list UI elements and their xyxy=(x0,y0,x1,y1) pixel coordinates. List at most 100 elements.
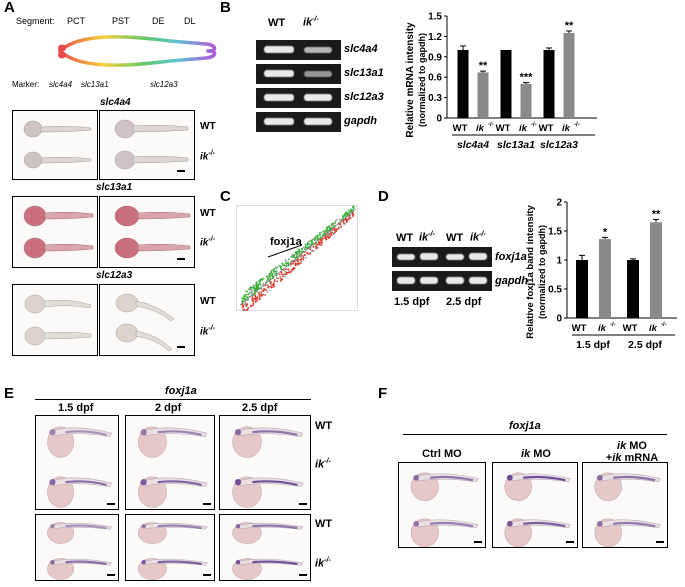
scatter-point xyxy=(266,279,269,282)
label-ik: ik-/- xyxy=(200,325,215,338)
chart-d-bar xyxy=(627,260,639,318)
scatter-point xyxy=(309,246,312,249)
ish-image xyxy=(12,284,98,356)
gel-header-wt: WT xyxy=(446,232,464,244)
scatter-point xyxy=(351,209,354,211)
gel-band-image xyxy=(256,40,341,60)
scatter-point xyxy=(317,243,319,246)
chart-d-significance: * xyxy=(603,226,608,238)
scatter-point xyxy=(269,274,271,276)
scatter-point xyxy=(241,305,244,308)
scale-bar xyxy=(107,574,115,576)
gel-band-image xyxy=(256,64,341,84)
chart-b-ytick-label: 0 xyxy=(436,114,442,125)
scatter-point xyxy=(262,282,265,285)
scatter-point xyxy=(258,298,261,301)
scatter-point xyxy=(292,256,294,259)
ish-image xyxy=(582,462,668,548)
chart-d-ytick-label: 1.5 xyxy=(548,227,562,238)
scatter-point xyxy=(301,250,304,253)
scatter-point xyxy=(330,234,333,236)
segment-label: Segment: xyxy=(16,16,55,26)
scatter-point xyxy=(294,263,297,266)
scatter-point xyxy=(251,298,253,301)
chart-d-ytick-label: 0 xyxy=(556,314,562,325)
scatter-point xyxy=(278,273,281,276)
scatter-point xyxy=(351,213,354,215)
chart-d-bar-label: ik xyxy=(649,323,658,334)
scatter-point xyxy=(284,271,287,273)
scatter-point xyxy=(299,259,302,262)
scatter-point xyxy=(298,252,301,254)
chart-d-bar xyxy=(650,222,662,318)
scatter-point xyxy=(330,232,333,235)
scatter-point xyxy=(293,254,295,257)
scatter-point xyxy=(349,209,352,212)
scatter-point xyxy=(346,219,349,221)
scatter-point xyxy=(273,269,276,272)
scatter-point xyxy=(264,284,267,287)
scatter-point xyxy=(292,262,294,265)
chart-d-bar-label: WT xyxy=(572,323,587,334)
gel-header-ik: ik-/- xyxy=(303,16,319,29)
ish-image xyxy=(99,284,195,356)
scatter-point xyxy=(297,258,299,261)
header-line xyxy=(403,434,667,435)
panel-label-c: C xyxy=(220,188,231,205)
scatter-point xyxy=(285,260,288,262)
segment-pst: PST xyxy=(112,16,130,26)
scatter-point xyxy=(331,231,334,234)
scale-bar xyxy=(299,574,307,576)
chart-d-bar-label-sup: -/- xyxy=(610,322,616,328)
scatter-point xyxy=(266,291,268,293)
scatter-point xyxy=(305,246,307,249)
scatter-point xyxy=(256,288,258,290)
scatter-point xyxy=(243,294,246,296)
chart-b-bar-label: ik xyxy=(562,123,571,134)
scatter-point xyxy=(280,273,283,276)
scatter-point xyxy=(252,303,255,305)
scatter-point xyxy=(270,281,272,283)
marker-slc4a4: slc4a4 xyxy=(49,80,73,89)
scatter-point xyxy=(298,248,300,251)
scatter-point xyxy=(268,289,271,292)
scatter-point xyxy=(242,309,245,311)
gel-gene-label: foxj1a xyxy=(495,251,527,263)
scatter-point xyxy=(334,220,337,222)
label-ik: ik-/- xyxy=(200,150,215,163)
scatter-point xyxy=(299,256,302,258)
scatter-point xyxy=(273,268,276,270)
scatter-point xyxy=(308,243,310,245)
scatter-point xyxy=(311,238,314,241)
scatter-point xyxy=(304,243,307,246)
gel-gene-label: slc13a1 xyxy=(344,67,384,79)
scatter-point xyxy=(272,271,275,273)
segment-dl: DL xyxy=(184,16,196,26)
scatter-point xyxy=(326,226,329,228)
chart-b-bar xyxy=(457,50,469,118)
scatter-point xyxy=(270,274,273,277)
gel-header-ik: ik-/- xyxy=(470,231,486,244)
scatter-point xyxy=(334,221,337,224)
scatter-point xyxy=(285,273,288,276)
scatter-point xyxy=(247,307,250,309)
scatter-point xyxy=(327,233,329,236)
scatter-point xyxy=(326,229,329,232)
scatter-point xyxy=(245,293,248,296)
scatter-point xyxy=(270,286,273,289)
ish-image xyxy=(12,196,98,268)
scatter-point xyxy=(295,254,298,257)
chart-b-bar xyxy=(563,33,575,118)
chart-b-bar-label-sup: -/- xyxy=(574,122,580,128)
scatter-point xyxy=(333,228,336,231)
chart-b-significance: ** xyxy=(479,60,488,72)
scatter-point xyxy=(274,273,276,275)
scatter-point xyxy=(245,309,248,311)
chart-d-ytick-label: 2 xyxy=(556,198,562,209)
scatter-point xyxy=(262,289,265,291)
scatter-point xyxy=(330,226,333,229)
gel-gene-label: gapdh xyxy=(495,275,528,287)
ish-image xyxy=(492,462,578,548)
chart-b-bar xyxy=(500,50,512,118)
scatter-point xyxy=(259,283,262,286)
